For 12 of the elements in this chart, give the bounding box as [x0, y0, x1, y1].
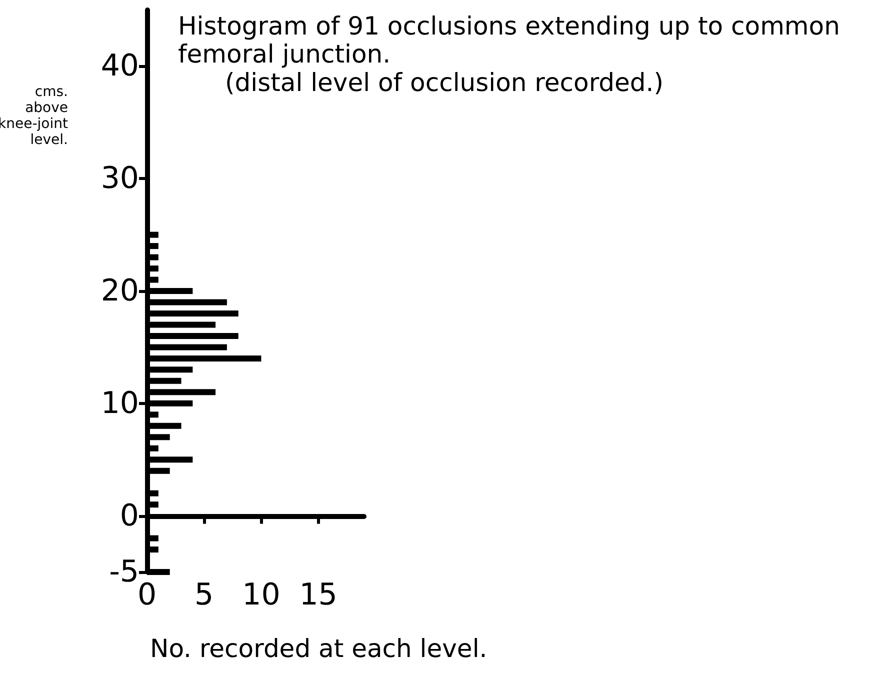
y-tick-label: 20 — [100, 274, 139, 308]
x-tick-label: 10 — [242, 578, 280, 612]
text: (distal level of occlusion recorded.) — [225, 68, 664, 97]
y-tick-label: 40 — [100, 48, 139, 84]
y-tick-label: 0 — [120, 498, 139, 534]
y-tick-label: 10 — [100, 386, 139, 421]
x-axis-title: No. recorded at each level. — [150, 634, 488, 663]
y-tick-label: -5 — [109, 554, 139, 590]
x-tick-label: 5 — [194, 578, 214, 612]
text: Histogram of 91 occlusions extending up to common femoral junction. — [178, 12, 848, 68]
x-tick-label: 15 — [299, 578, 338, 612]
y-tick-label: 30 — [100, 161, 139, 196]
